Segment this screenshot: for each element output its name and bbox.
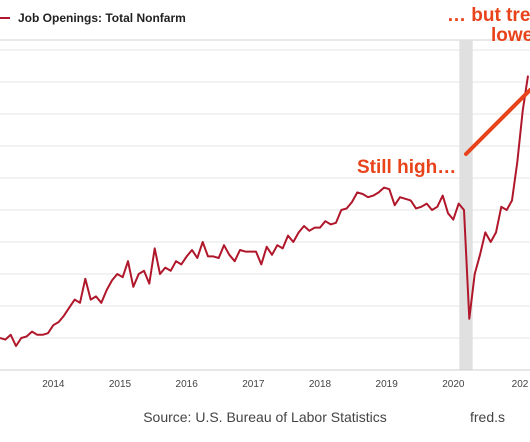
legend: Job Openings: Total Nonfarm bbox=[0, 8, 186, 28]
recession-shading bbox=[459, 40, 473, 370]
annotation-arrow bbox=[464, 88, 530, 156]
annotation-still-high: Still high… bbox=[357, 157, 457, 178]
x-tick-label: 2015 bbox=[109, 379, 132, 390]
x-tick-label: 2016 bbox=[176, 379, 199, 390]
annotation-lower: lowe bbox=[491, 25, 530, 46]
annotation-but-trend: … but tre bbox=[447, 5, 530, 26]
source-note: Source: U.S. Bureau of Labor Statistics bbox=[143, 409, 387, 425]
legend-swatch bbox=[0, 17, 10, 19]
series-line bbox=[0, 75, 529, 347]
legend-label: Job Openings: Total Nonfarm bbox=[18, 11, 186, 25]
x-tick-label: 2020 bbox=[442, 379, 465, 390]
x-tick-label: 2014 bbox=[42, 379, 65, 390]
x-tick-label: 2019 bbox=[376, 379, 399, 390]
site-credit: fred.s bbox=[470, 409, 506, 425]
x-tick-label: 2018 bbox=[309, 379, 332, 390]
x-tick-label: 2017 bbox=[242, 379, 265, 390]
x-tick-label: 202 bbox=[512, 379, 529, 390]
